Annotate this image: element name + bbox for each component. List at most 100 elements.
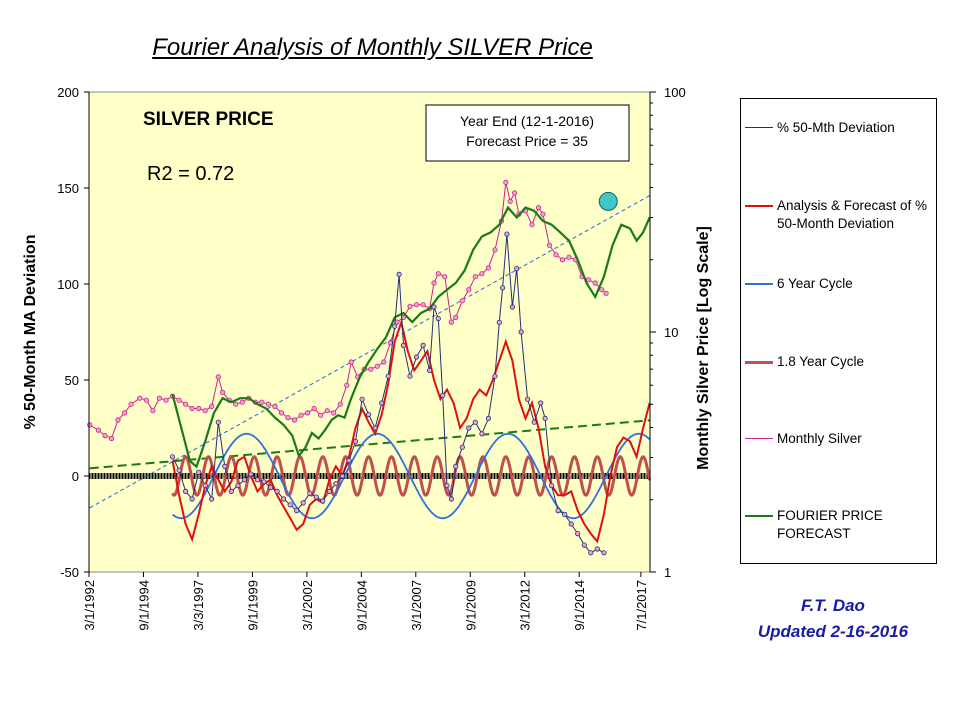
trendlines bbox=[89, 195, 650, 509]
point-50-mth-deviation bbox=[562, 511, 568, 518]
point-50-mth-deviation bbox=[365, 411, 372, 418]
point-monthly-silver bbox=[368, 366, 374, 372]
x-tick-label: 3/1/2002 bbox=[300, 580, 315, 631]
series-lines bbox=[87, 179, 652, 556]
left-axis-ticks: 200 150 100 50 0 -50 bbox=[57, 85, 89, 580]
point-50-mth-deviation bbox=[459, 444, 465, 450]
x-tick-label: 3/1/1992 bbox=[82, 580, 97, 631]
x-tick-label: 9/1/2014 bbox=[572, 580, 587, 631]
point-monthly-silver bbox=[507, 198, 513, 204]
point-monthly-silver bbox=[189, 405, 195, 412]
right-tick-label: 100 bbox=[664, 85, 686, 100]
point-monthly-silver bbox=[453, 314, 459, 320]
left-tick-label: 150 bbox=[57, 181, 79, 196]
point-50-mth-deviation bbox=[267, 484, 274, 491]
point-monthly-silver bbox=[435, 271, 441, 277]
x-tick-label: 9/1/1994 bbox=[136, 580, 151, 631]
x-tick-label: 3/1/2012 bbox=[518, 580, 533, 631]
point-monthly-silver bbox=[337, 401, 343, 407]
point-monthly-silver bbox=[318, 412, 324, 418]
point-50-mth-deviation bbox=[352, 438, 359, 444]
point-50-mth-deviation bbox=[228, 488, 234, 494]
point-monthly-silver bbox=[196, 405, 202, 412]
point-50-mth-deviation bbox=[196, 469, 202, 475]
point-50-mth-deviation bbox=[385, 373, 391, 379]
point-monthly-silver bbox=[209, 403, 215, 409]
point-50-mth-deviation bbox=[518, 329, 524, 335]
trendline-2 bbox=[89, 419, 650, 470]
point-50-mth-deviation bbox=[542, 415, 548, 421]
point-50-mth-deviation bbox=[183, 488, 189, 494]
point-monthly-silver bbox=[559, 257, 566, 263]
point-50-mth-deviation bbox=[485, 415, 491, 421]
point-monthly-silver bbox=[592, 280, 598, 286]
left-tick-label: 50 bbox=[65, 373, 79, 388]
point-50-mth-deviation bbox=[307, 490, 313, 496]
point-monthly-silver bbox=[485, 265, 491, 271]
point-monthly-silver bbox=[344, 382, 350, 388]
point-monthly-silver bbox=[420, 302, 426, 308]
point-50-mth-deviation bbox=[524, 396, 531, 402]
point-50-mth-deviation bbox=[176, 467, 182, 473]
series-6-year-cycle bbox=[172, 432, 651, 520]
point-50-mth-deviation bbox=[555, 507, 561, 514]
point-monthly-silver bbox=[176, 397, 182, 403]
point-monthly-silver bbox=[115, 417, 121, 423]
point-50-mth-deviation bbox=[274, 488, 280, 494]
point-50-mth-deviation bbox=[420, 342, 426, 348]
point-monthly-silver bbox=[128, 401, 134, 407]
point-monthly-silver bbox=[348, 359, 354, 365]
point-monthly-silver bbox=[381, 359, 387, 365]
point-monthly-silver bbox=[87, 422, 93, 428]
point-50-mth-deviation bbox=[294, 507, 300, 514]
chart-title: Fourier Analysis of Monthly SILVER Price bbox=[152, 34, 593, 61]
legend-label-50mth-deviation: % 50-Mth Deviation bbox=[777, 120, 895, 135]
point-50-mth-deviation bbox=[379, 400, 385, 406]
point-50-mth-deviation bbox=[431, 304, 437, 310]
point-50-mth-deviation bbox=[479, 431, 485, 437]
x-axis-ticks: 3/1/1992 9/1/1994 3/3/1997 9/1/1999 3/1/2002… bbox=[82, 572, 649, 631]
point-monthly-silver bbox=[324, 408, 330, 414]
point-monthly-silver bbox=[529, 222, 535, 228]
point-monthly-silver bbox=[479, 271, 485, 277]
legend-swatch-1-8yr-cycle bbox=[745, 361, 773, 364]
point-monthly-silver bbox=[137, 395, 143, 401]
point-monthly-silver bbox=[585, 277, 592, 283]
point-monthly-silver bbox=[95, 427, 102, 433]
point-50-mth-deviation bbox=[287, 502, 293, 508]
point-50-mth-deviation bbox=[440, 392, 446, 398]
point-50-mth-deviation bbox=[333, 481, 339, 487]
point-monthly-silver bbox=[311, 405, 317, 412]
point-monthly-silver bbox=[220, 389, 226, 395]
point-50-mth-deviation bbox=[222, 463, 228, 469]
legend-label-analysis-forecast: Analysis & Forecast of % 50-Month Deviat… bbox=[777, 198, 928, 231]
forecast-box bbox=[425, 104, 630, 162]
point-50-mth-deviation bbox=[601, 550, 607, 556]
x-tick-label: 9/1/1999 bbox=[245, 580, 260, 631]
point-50-mth-deviation bbox=[426, 367, 433, 373]
legend-swatch-50mth-deviation bbox=[745, 127, 773, 128]
left-tick-label: 200 bbox=[57, 85, 79, 100]
point-monthly-silver bbox=[331, 410, 337, 416]
point-50-mth-deviation bbox=[300, 500, 306, 506]
point-monthly-silver bbox=[546, 242, 553, 248]
trendline-1 bbox=[89, 195, 650, 509]
point-monthly-silver bbox=[459, 298, 465, 304]
point-monthly-silver bbox=[448, 319, 454, 325]
point-50-mth-deviation bbox=[538, 400, 544, 406]
point-50-mth-deviation bbox=[359, 396, 365, 402]
point-monthly-silver bbox=[239, 399, 245, 405]
left-tick-label: 100 bbox=[57, 277, 79, 292]
point-50-mth-deviation bbox=[202, 482, 208, 489]
point-50-mth-deviation bbox=[588, 550, 594, 556]
right-tick-label: 1 bbox=[664, 565, 671, 580]
point-50-mth-deviation bbox=[444, 482, 450, 489]
point-50-mth-deviation bbox=[548, 482, 555, 489]
legend-label-6yr-cycle: 6 Year Cycle bbox=[777, 276, 853, 291]
point-50-mth-deviation bbox=[400, 342, 407, 348]
point-50-mth-deviation bbox=[448, 496, 454, 502]
right-tick-label: 10 bbox=[664, 325, 678, 340]
point-50-mth-deviation bbox=[235, 482, 241, 489]
point-monthly-silver bbox=[374, 363, 380, 369]
point-monthly-silver bbox=[535, 205, 542, 211]
